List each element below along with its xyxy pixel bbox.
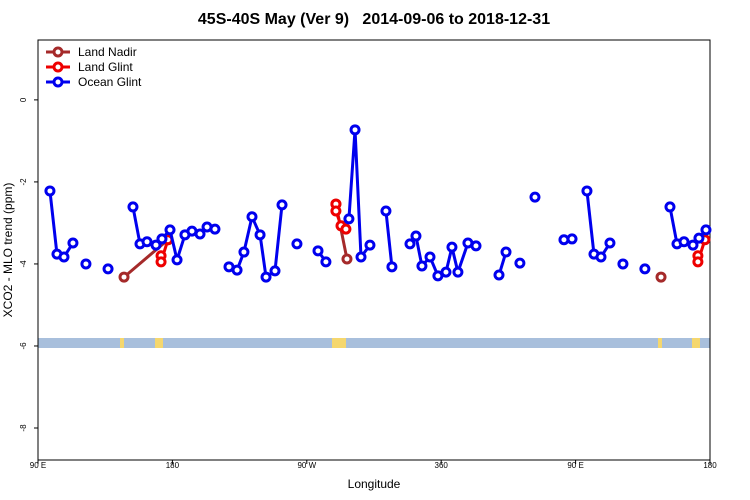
x-tick-label: 180 <box>703 461 717 470</box>
point <box>416 260 428 272</box>
chart-title: 45S-40S May (Ver 9) 2014-09-06 to 2018-1… <box>198 11 550 28</box>
point <box>246 211 258 223</box>
point <box>470 240 482 252</box>
point <box>164 224 176 236</box>
point <box>364 239 376 251</box>
point <box>341 253 353 265</box>
point <box>127 201 139 213</box>
land-patch <box>658 338 662 348</box>
point <box>80 258 92 270</box>
point <box>320 256 332 268</box>
point <box>595 251 607 263</box>
point <box>655 271 667 283</box>
point <box>269 265 281 277</box>
point <box>410 230 422 242</box>
x-tick-label: 360 <box>435 461 449 470</box>
y-tick-label: -2 <box>19 178 28 186</box>
point <box>291 238 303 250</box>
ocean-band <box>38 338 710 348</box>
point <box>687 239 699 251</box>
point <box>44 185 56 197</box>
point <box>171 254 183 266</box>
point <box>355 251 367 263</box>
point <box>209 223 221 235</box>
point <box>238 246 250 258</box>
x-tick-label: 90 W <box>297 461 316 470</box>
land-mask-band <box>38 338 710 348</box>
land-patch <box>692 338 700 348</box>
point <box>118 271 130 283</box>
point <box>349 124 361 136</box>
legend-marker <box>52 76 64 88</box>
point <box>581 185 593 197</box>
y-axis-title: XCO2 - MLO trend (ppm) <box>1 183 15 318</box>
legend-label: Land Nadir <box>78 45 137 59</box>
y-tick-label: -8 <box>19 424 28 432</box>
point <box>254 229 266 241</box>
point <box>260 271 272 283</box>
legend-label: Ocean Glint <box>78 75 142 89</box>
legend-marker <box>52 61 64 73</box>
point <box>664 201 676 213</box>
point <box>156 233 168 245</box>
point <box>343 213 355 225</box>
point <box>155 256 167 268</box>
y-tick-label: -6 <box>19 342 28 350</box>
point <box>380 205 392 217</box>
point <box>514 257 526 269</box>
legend-marker <box>52 46 64 58</box>
point <box>231 264 243 276</box>
point <box>452 266 464 278</box>
point <box>692 256 704 268</box>
point <box>604 237 616 249</box>
point <box>141 236 153 248</box>
land-patch <box>120 338 124 348</box>
x-tick-label: 90 E <box>567 461 583 470</box>
point <box>529 191 541 203</box>
point <box>700 224 712 236</box>
x-axis-title: Longitude <box>348 477 401 491</box>
point <box>493 269 505 281</box>
land-patch <box>332 338 346 348</box>
point <box>67 237 79 249</box>
point <box>639 263 651 275</box>
y-tick-label: -4 <box>19 260 28 268</box>
x-tick-label: 90 E <box>30 461 46 470</box>
point <box>330 205 342 217</box>
land-patch <box>155 338 163 348</box>
x-tick-label: 180 <box>166 461 180 470</box>
point <box>566 233 578 245</box>
point <box>58 251 70 263</box>
legend-label: Land Glint <box>78 60 133 74</box>
point <box>340 223 352 235</box>
point <box>693 232 705 244</box>
point <box>276 199 288 211</box>
point <box>386 261 398 273</box>
point <box>678 236 690 248</box>
point <box>194 228 206 240</box>
point <box>312 245 324 257</box>
point <box>150 239 162 251</box>
point <box>500 246 512 258</box>
point <box>424 251 436 263</box>
point <box>404 238 416 250</box>
point <box>440 266 452 278</box>
point <box>617 258 629 270</box>
y-tick-label: 0 <box>19 97 28 102</box>
point <box>102 263 114 275</box>
point <box>446 241 458 253</box>
plot-frame <box>37 39 711 461</box>
